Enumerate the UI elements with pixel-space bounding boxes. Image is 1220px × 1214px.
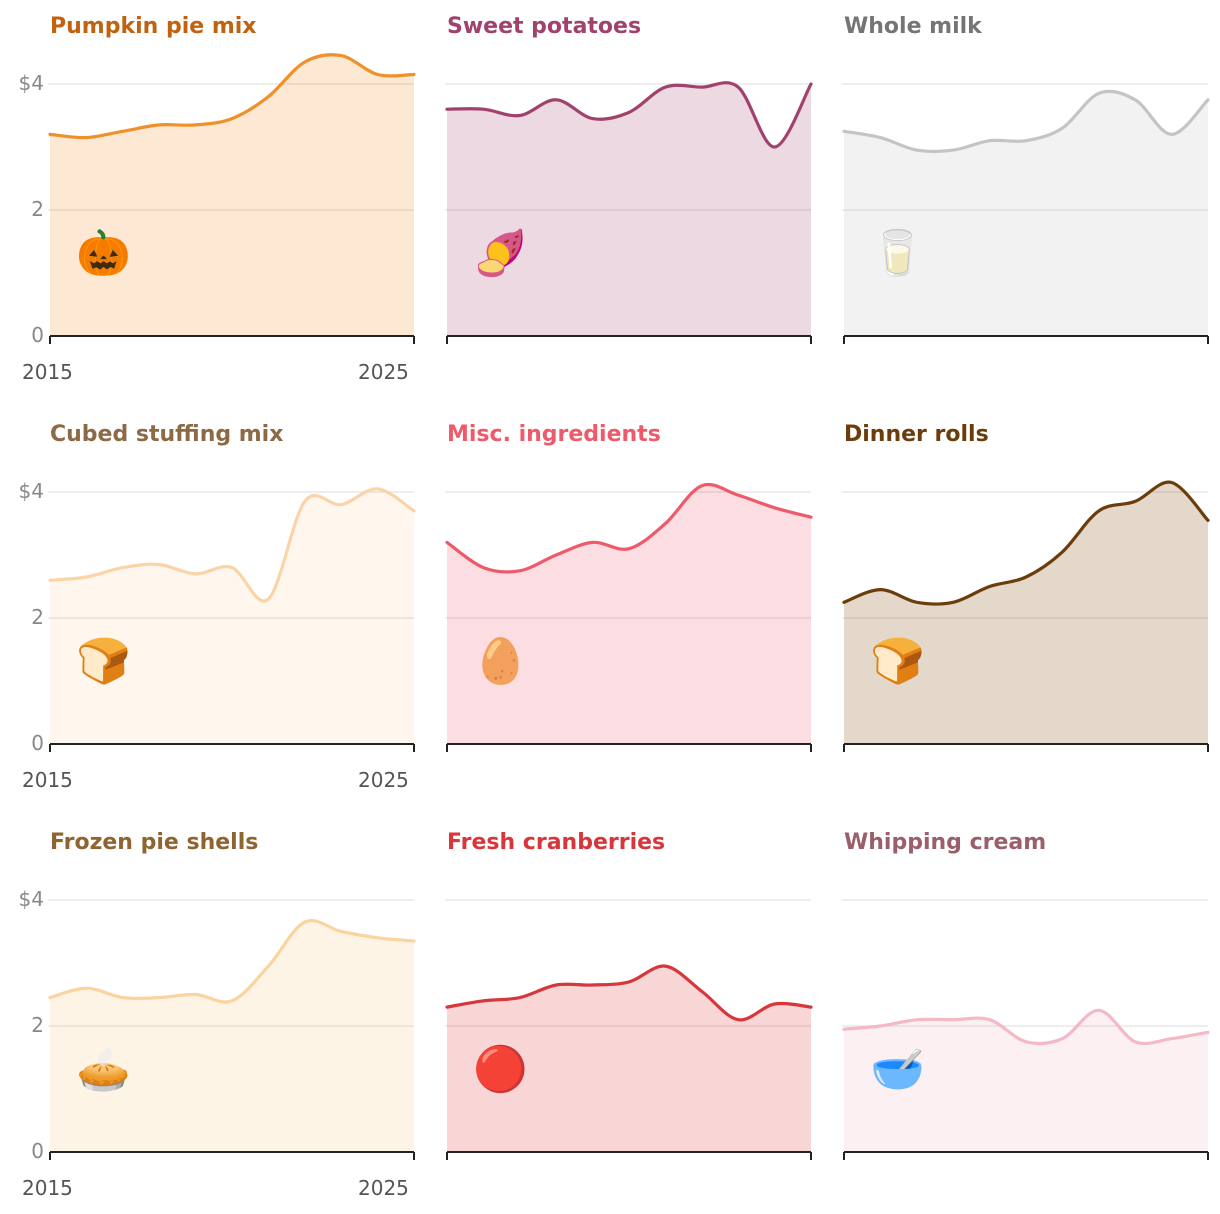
panel-3 (48, 487, 416, 752)
panel-4 (445, 483, 813, 752)
sweet-potato-icon: 🍠 (473, 229, 528, 278)
panel-7 (445, 899, 813, 1160)
bread-loaf-icon: 🍞 (870, 637, 925, 686)
y-tick-label: $4 (18, 887, 44, 911)
bread-cubes-icon: 🍞 (76, 637, 131, 686)
panel-title: Cubed stuffing mix (50, 422, 284, 447)
area-fill (50, 54, 414, 336)
area-fill (844, 91, 1208, 337)
x-tick-label: 2025 (358, 1176, 409, 1200)
x-tick-label: 2015 (22, 768, 73, 792)
y-tick-label: 0 (31, 1139, 44, 1163)
area-fill (844, 1010, 1208, 1152)
x-tick-label: 2015 (22, 360, 73, 384)
y-tick-label: 0 (31, 731, 44, 755)
y-tick-label: 2 (31, 1013, 44, 1037)
glass-of-milk-icon: 🥛 (870, 229, 925, 278)
mixing-bowl-icon: 🥣 (870, 1045, 925, 1094)
area-fill (50, 488, 414, 744)
y-tick-label: $4 (18, 479, 44, 503)
x-tick-label: 2025 (358, 768, 409, 792)
series-line (445, 964, 813, 1022)
cranberries-icon: 🔴 (473, 1045, 528, 1094)
series-line (842, 480, 1210, 606)
panel-title: Fresh cranberries (447, 830, 666, 855)
series-line (48, 487, 416, 603)
series-line (445, 483, 813, 574)
jack-o-lantern-icon: 🎃 (76, 229, 131, 278)
misc-ingredients-icon: 🥚 (473, 637, 528, 686)
panel-1 (445, 81, 813, 344)
series-line (48, 919, 416, 1004)
series-line (48, 53, 416, 140)
panel-title: Dinner rolls (844, 422, 989, 447)
panel-2 (842, 83, 1210, 344)
panel-title: Misc. ingredients (447, 422, 661, 447)
area-fill (50, 920, 414, 1152)
y-tick-label: 2 (31, 605, 44, 629)
area-fill (447, 965, 811, 1152)
x-tick-label: 2015 (22, 1176, 73, 1200)
panel-8 (842, 899, 1210, 1160)
area-fill (844, 482, 1208, 744)
pie-icon: 🥧 (76, 1045, 131, 1094)
panel-title: Whole milk (844, 14, 982, 39)
x-tick-label: 2025 (358, 360, 409, 384)
series-line (842, 1008, 1210, 1046)
panel-title: Whipping cream (844, 830, 1047, 855)
y-tick-label: $4 (18, 71, 44, 95)
series-line (842, 89, 1210, 154)
y-tick-label: 0 (31, 323, 44, 347)
panel-title: Sweet potatoes (447, 14, 642, 39)
panel-5 (842, 480, 1210, 752)
panel-6 (48, 899, 416, 1160)
series-line (445, 81, 813, 149)
panel-0 (48, 53, 416, 344)
area-fill (447, 82, 811, 336)
panel-title: Frozen pie shells (50, 830, 259, 855)
panel-title: Pumpkin pie mix (50, 14, 257, 39)
area-fill (447, 484, 811, 744)
y-tick-label: 2 (31, 197, 44, 221)
